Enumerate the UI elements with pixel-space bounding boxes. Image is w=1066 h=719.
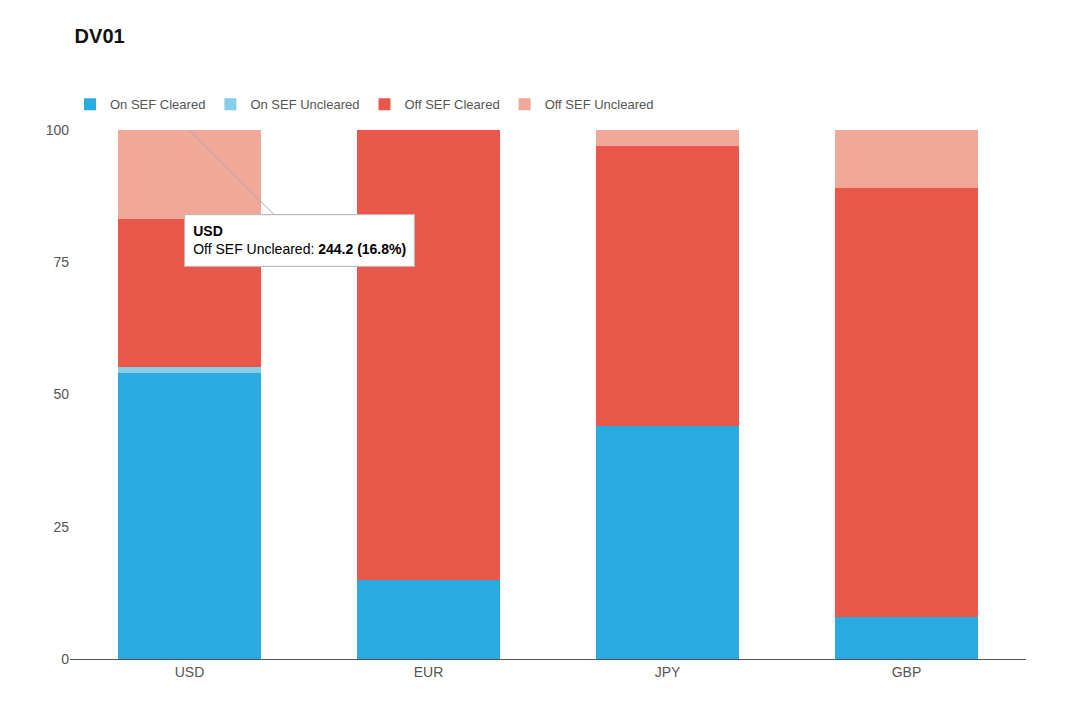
svg-text:EUR: EUR [414, 664, 444, 680]
svg-text:Off SEF Cleared: Off SEF Cleared [404, 97, 499, 112]
svg-text:USD: USD [175, 664, 205, 680]
svg-text:75: 75 [53, 254, 69, 270]
svg-text:GBP: GBP [892, 664, 922, 680]
svg-text:0: 0 [61, 651, 69, 667]
svg-text:On SEF Uncleared: On SEF Uncleared [250, 97, 359, 112]
svg-text:USDOff SEF Uncleared: 244.2 (1: USDOff SEF Uncleared: 244.2 (16.8%) [193, 223, 406, 257]
svg-text:On SEF Cleared: On SEF Cleared [110, 97, 205, 112]
svg-text:100: 100 [46, 122, 70, 138]
svg-text:DV01: DV01 [75, 25, 125, 47]
svg-text:Off SEF Uncleared: Off SEF Uncleared [545, 97, 654, 112]
svg-text:25: 25 [53, 519, 69, 535]
svg-text:50: 50 [53, 386, 69, 402]
svg-text:JPY: JPY [655, 664, 681, 680]
